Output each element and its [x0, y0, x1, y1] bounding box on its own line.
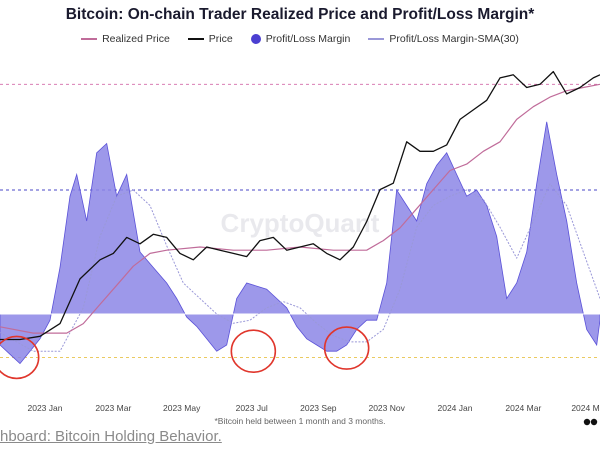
x-tick-label: 2023 Nov	[368, 403, 405, 413]
highlight-circle-1	[230, 329, 277, 374]
chart-footnote: *Bitcoin held between 1 month and 3 mont…	[214, 416, 386, 426]
legend-margin-label: Profit/Loss Margin	[265, 33, 351, 45]
x-tick-label: 2023 Mar	[95, 403, 131, 413]
legend-realized-price[interactable]: Realized Price	[81, 33, 170, 45]
legend-margin-swatch	[250, 34, 261, 44]
x-tick-label: 2024 Jan	[438, 403, 473, 413]
legend-margin-sma[interactable]: Profit/Loss Margin-SMA(30)	[368, 33, 519, 45]
highlight-circle-2	[323, 326, 370, 370]
series-realized-price-line	[0, 83, 600, 334]
x-tick-label: 2023 May	[163, 403, 201, 413]
plot-area: CryptoQuant 2023 Jan 2023 Mar 2023 May 2023 …	[0, 70, 600, 413]
x-tick-label: 2024 May	[571, 403, 600, 413]
legend-realized-price-label: Realized Price	[102, 33, 170, 45]
legend-realized-price-swatch	[81, 38, 98, 40]
caption-link[interactable]: hboard: Bitcoin Holding Behavior.	[0, 428, 222, 445]
highlight-circle-0	[0, 335, 40, 380]
x-tick-label: 2023 Jan	[28, 403, 63, 413]
watermark-text: CryptoQuant	[221, 208, 380, 238]
x-tick-label: 2023 Sep	[300, 403, 337, 413]
x-tick-label: 2023 Jul	[236, 403, 268, 413]
series-price-line	[0, 70, 600, 341]
legend-price[interactable]: Price	[187, 33, 233, 45]
legend-margin[interactable]: Profit/Loss Margin	[250, 33, 351, 45]
x-tick-label: 2024 Mar	[505, 403, 541, 413]
legend-price-label: Price	[208, 33, 233, 45]
legend-price-swatch	[187, 38, 204, 40]
chart-title: Bitcoin: On-chain Trader Realized Price …	[65, 6, 535, 23]
series-margin-sma-line	[0, 183, 600, 352]
legend-margin-sma-label: Profit/Loss Margin-SMA(30)	[389, 33, 519, 45]
legend-margin-sma-swatch	[368, 38, 385, 40]
series-profit-loss-margin-area	[0, 121, 600, 365]
legend: Realized Price Price Profit/Loss Margin …	[0, 33, 600, 45]
cryptoquant-logo-icon	[583, 418, 598, 426]
